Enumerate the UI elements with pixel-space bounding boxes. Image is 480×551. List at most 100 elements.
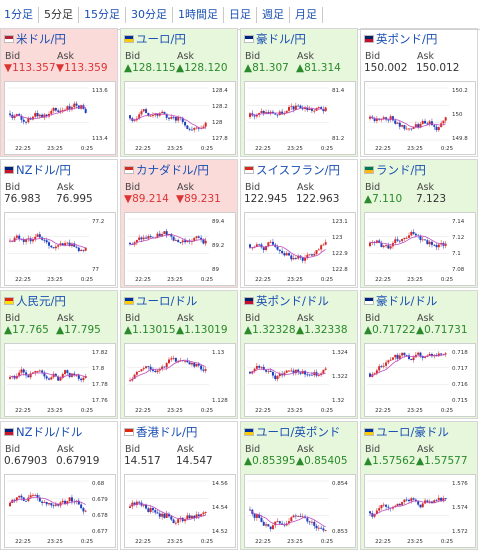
tab-monthly[interactable]: 月足 xyxy=(290,6,323,23)
pair-name[interactable]: カナダドル/円 xyxy=(136,163,209,177)
currency-card[interactable]: カナダドル/円 Bid Ask ▼89.214 ▼89.231 89.4 89.2 89 22:… xyxy=(120,159,238,288)
pair-name[interactable]: ユーロ/ドル xyxy=(136,294,198,308)
ask-value: ▼113.359 xyxy=(56,62,108,74)
currency-card[interactable]: 英ポンド/ドル Bid Ask ▲1.32328 ▲1.32338 1.324 1.322 1… xyxy=(240,290,358,419)
pair-name[interactable]: NZドル/ドル xyxy=(16,425,83,439)
tab-30min[interactable]: 30分足 xyxy=(126,6,173,23)
tab-1min[interactable]: 1分足 xyxy=(0,6,39,23)
tab-weekly[interactable]: 週足 xyxy=(257,6,290,23)
candle xyxy=(80,378,83,381)
currency-card[interactable]: 人民元/円 Bid Ask ▲17.765 ▲17.795 17.82 17.8 17.78 1… xyxy=(0,290,118,419)
tab-15min[interactable]: 15分足 xyxy=(79,6,126,23)
currency-card[interactable]: 豪ドル/ドル Bid Ask ▲0.71722 ▲0.71731 0.718 0.717 0.… xyxy=(360,290,478,419)
candle xyxy=(68,497,71,501)
pair-name[interactable]: ユーロ/豪ドル xyxy=(376,425,449,439)
candle xyxy=(25,239,28,242)
mini-candlestick-chart[interactable]: 17.82 17.8 17.78 17.76 22:25 23:25 0:25 xyxy=(4,343,116,417)
currency-card[interactable]: 豪ドル/円 Bid Ask ▲81.307 ▲81.314 81.4 81.2 22:25 23… xyxy=(240,28,358,157)
pair-name[interactable]: 豪ドル/ドル xyxy=(376,294,438,308)
pair-name[interactable]: 米ドル/円 xyxy=(16,32,66,46)
candle xyxy=(255,514,258,518)
mini-candlestick-chart[interactable]: 113.6 113.4 22:25 23:25 0:25 xyxy=(4,81,116,155)
chart-canvas: 77.2 77 22:25 23:25 0:25 xyxy=(7,218,104,283)
mini-candlestick-chart[interactable]: 1.13 1.128 22:25 23:25 0:25 xyxy=(124,343,236,417)
mini-candlestick-chart[interactable]: 123.1 123 122.9 122.8 22:25 23:25 0:25 xyxy=(244,212,356,286)
pair-header[interactable]: 米ドル/円 xyxy=(4,32,66,46)
candle xyxy=(387,119,390,121)
pair-header[interactable]: ユーロ/英ポンド xyxy=(244,425,340,439)
candle xyxy=(424,120,427,124)
bid-value: ▲7.110 xyxy=(364,193,403,205)
currency-card[interactable]: スイスフラン/円 Bid Ask 122.945 122.963 123.1 123 122.… xyxy=(240,159,358,288)
flag-stripe xyxy=(5,301,13,304)
pair-header[interactable]: NZドル/ドル xyxy=(4,425,82,439)
currency-card[interactable]: NZドル/ドル Bid Ask 0.67903 0.67919 0.68 0.679 0.67… xyxy=(0,421,118,550)
pair-name[interactable]: 英ポンド/円 xyxy=(376,32,438,46)
pair-header[interactable]: スイスフラン/円 xyxy=(244,163,340,177)
pair-header[interactable]: 香港ドル/円 xyxy=(124,425,197,439)
candle xyxy=(410,498,413,502)
pair-header[interactable]: カナダドル/円 xyxy=(124,163,209,177)
pair-name[interactable]: NZドル/円 xyxy=(16,163,71,177)
pair-name[interactable]: 香港ドル/円 xyxy=(136,425,198,439)
candle xyxy=(375,370,378,374)
currency-card[interactable]: ユーロ/豪ドル Bid Ask ▲1.57562 ▲1.57577 1.576 1.574 1… xyxy=(360,421,478,550)
candle xyxy=(276,376,279,380)
candle xyxy=(378,366,381,371)
flag-stripe xyxy=(125,36,133,39)
mini-candlestick-chart[interactable]: 1.324 1.322 1.32 22:25 23:25 0:25 xyxy=(244,343,356,417)
pair-header[interactable]: 英ポンド/ドル xyxy=(244,294,329,308)
tab-1hour[interactable]: 1時間足 xyxy=(173,6,224,23)
candle xyxy=(417,352,420,355)
pair-header[interactable]: 英ポンド/円 xyxy=(364,32,437,46)
pair-header[interactable]: 人民元/円 xyxy=(4,294,66,308)
mini-candlestick-chart[interactable]: 150.2 150 149.8 22:25 23:25 0:25 xyxy=(364,81,476,155)
mini-candlestick-chart[interactable]: 128.4 128.2 128 127.8 22:25 23:25 0:25 xyxy=(124,81,236,155)
pair-header[interactable]: ユーロ/豪ドル xyxy=(364,425,449,439)
bid-value: ▼89.214 xyxy=(124,193,169,205)
pair-header[interactable]: ユーロ/円 xyxy=(124,32,186,46)
candle xyxy=(129,115,131,119)
currency-card[interactable]: ユーロ/英ポンド Bid Ask ▲0.85395 ▲0.85405 0.854 0.853… xyxy=(240,421,358,550)
pair-header[interactable]: 豪ドル/円 xyxy=(244,32,306,46)
mini-candlestick-chart[interactable]: 14.56 14.54 14.52 22:25 23:25 0:25 xyxy=(124,474,236,548)
currency-card[interactable]: NZドル/円 Bid Ask 76.983 76.995 77.2 77 22:25 23:25… xyxy=(0,159,118,288)
candle xyxy=(315,525,318,529)
pair-name[interactable]: ユーロ/円 xyxy=(136,32,186,46)
pair-header[interactable]: 豪ドル/ドル xyxy=(364,294,437,308)
candle xyxy=(34,236,37,240)
candle xyxy=(308,254,311,256)
mini-candlestick-chart[interactable]: 89.4 89.2 89 22:25 23:25 0:25 xyxy=(124,212,236,286)
mini-candlestick-chart[interactable]: 1.576 1.574 1.572 22:25 23:25 0:25 xyxy=(364,474,476,548)
currency-card[interactable]: ランド/円 Bid Ask ▲7.110 7.123 7.14 7.12 7.1 7.08 22:… xyxy=(360,159,478,288)
mini-candlestick-chart[interactable]: 0.68 0.679 0.678 0.677 22:25 23:25 0:25 xyxy=(4,474,116,548)
pair-name[interactable]: 人民元/円 xyxy=(16,294,66,308)
candle xyxy=(292,515,295,518)
tab-daily[interactable]: 日足 xyxy=(224,6,257,23)
pair-header[interactable]: ランド/円 xyxy=(364,163,426,177)
candle xyxy=(290,517,293,522)
currency-card[interactable]: 米ドル/円 Bid Ask ▼113.357 ▼113.359 113.6 113.4 22:… xyxy=(0,28,118,157)
x-tick-label: 23:25 xyxy=(287,539,303,545)
pair-name[interactable]: スイスフラン/円 xyxy=(256,163,341,177)
mini-candlestick-chart[interactable]: 77.2 77 22:25 23:25 0:25 xyxy=(4,212,116,286)
pair-header[interactable]: ユーロ/ドル xyxy=(124,294,197,308)
candle xyxy=(135,240,138,243)
pair-name[interactable]: ユーロ/英ポンド xyxy=(256,425,341,439)
currency-card[interactable]: 英ポンド/円 Bid Ask 150.002 150.012 150.2 150 149.8 2… xyxy=(360,28,478,157)
pair-name[interactable]: 英ポンド/ドル xyxy=(256,294,329,308)
mini-candlestick-chart[interactable]: 7.14 7.12 7.1 7.08 22:25 23:25 0:25 xyxy=(364,212,476,286)
pair-name[interactable]: ランド/円 xyxy=(376,163,426,177)
tab-5min[interactable]: 5分足 xyxy=(39,6,79,23)
mini-candlestick-chart[interactable]: 0.718 0.717 0.716 0.715 22:25 23:25 0:25 xyxy=(364,343,476,417)
candle xyxy=(75,103,78,106)
mini-candlestick-chart[interactable]: 0.854 0.853 22:25 23:25 0:25 xyxy=(244,474,356,548)
currency-card[interactable]: 香港ドル/円 Bid Ask 14.517 14.547 14.56 14.54 14.52 2… xyxy=(120,421,238,550)
mini-candlestick-chart[interactable]: 81.4 81.2 22:25 23:25 0:25 xyxy=(244,81,356,155)
candle xyxy=(288,370,290,372)
currency-card[interactable]: ユーロ/円 Bid Ask ▲128.115 ▲128.120 128.4 128.2 128… xyxy=(120,28,238,157)
candle xyxy=(369,242,371,247)
pair-name[interactable]: 豪ドル/円 xyxy=(256,32,306,46)
currency-card[interactable]: ユーロ/ドル Bid Ask ▲1.13015 ▲1.13019 1.13 1.128 22:… xyxy=(120,290,238,419)
pair-header[interactable]: NZドル/円 xyxy=(4,163,71,177)
